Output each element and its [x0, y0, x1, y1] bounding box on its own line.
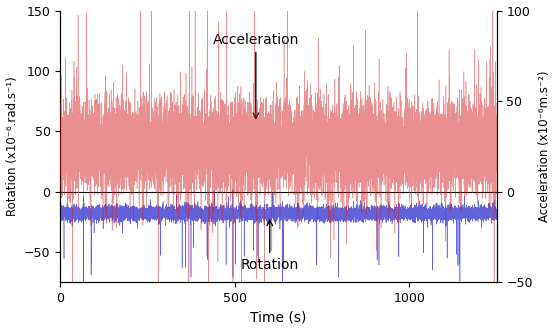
Text: Rotation: Rotation [241, 220, 299, 272]
Text: Acceleration: Acceleration [213, 33, 299, 118]
Y-axis label: Rotation (x10⁻⁶.rad.s⁻¹): Rotation (x10⁻⁶.rad.s⁻¹) [6, 77, 18, 216]
Y-axis label: Acceleration (x10⁻⁶m.s⁻²): Acceleration (x10⁻⁶m.s⁻²) [539, 71, 551, 222]
X-axis label: Time (s): Time (s) [250, 311, 307, 324]
